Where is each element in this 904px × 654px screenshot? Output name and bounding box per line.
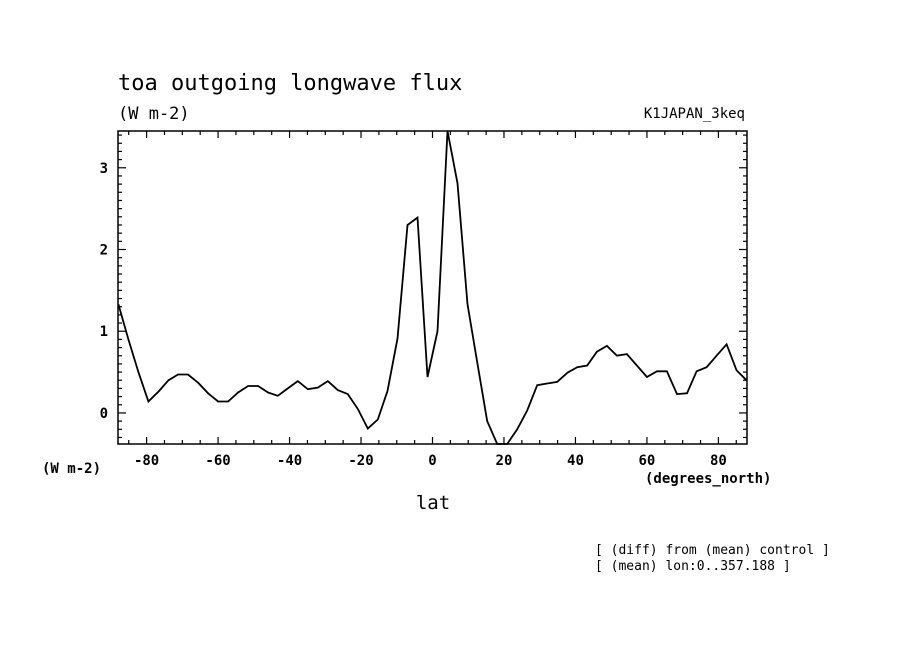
run-label: K1JAPAN_3keq — [644, 106, 745, 122]
x-tick-label: -40 — [277, 453, 302, 469]
x-tick-label: 40 — [567, 453, 584, 469]
x-tick-label: 0 — [428, 453, 436, 469]
chart-title: toa outgoing longwave flux — [118, 71, 462, 96]
x-tick-label: 20 — [496, 453, 513, 469]
x-tick-label: 60 — [639, 453, 656, 469]
series-line — [117, 130, 748, 445]
x-axis-units-label: (degrees_north) — [645, 471, 771, 487]
note-diff-from-control: [ (diff) from (mean) control ] — [595, 543, 830, 558]
y-axis-units-label: (W m-2) — [42, 461, 101, 477]
y-axis: 0 1 2 3 — [100, 134, 747, 439]
x-axis-label: lat — [416, 492, 450, 514]
y-tick-label: 3 — [100, 161, 108, 177]
x-tick-label: -20 — [348, 453, 373, 469]
y-tick-label: 2 — [100, 242, 108, 258]
x-tick-label: 80 — [710, 453, 727, 469]
units-top-label: (W m-2) — [118, 104, 190, 124]
x-tick-label: -80 — [134, 453, 159, 469]
y-tick-label: 1 — [100, 324, 108, 340]
x-tick-label: -60 — [205, 453, 230, 469]
y-tick-label: 0 — [100, 406, 108, 422]
x-axis: -80 -60 -40 -20 0 20 40 60 80 — [128, 131, 737, 469]
note-mean-lon: [ (mean) lon:0..357.188 ] — [595, 559, 791, 574]
